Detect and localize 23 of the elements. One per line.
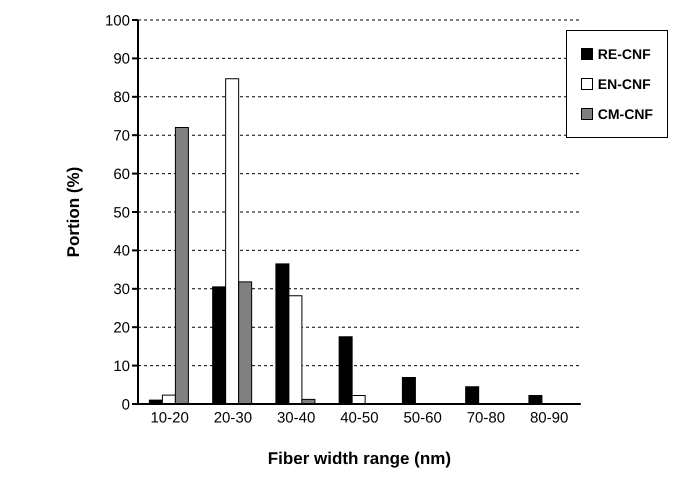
x-tick-label: 70-80 (466, 410, 506, 427)
x-tick-label: 30-40 (276, 410, 316, 427)
y-tick-label: 20 (113, 320, 130, 337)
y-tick-label: 30 (113, 281, 130, 298)
x-tick-label: 50-60 (403, 410, 442, 427)
legend-label: RE-CNF (598, 45, 651, 64)
y-tick-label: 40 (113, 242, 130, 260)
y-tick-label: 80 (113, 89, 130, 106)
x-tick-label: 80-90 (530, 410, 568, 427)
y-axis-title: Portion (%) (64, 166, 84, 258)
y-tick-label: 0 (122, 396, 130, 414)
x-tick-label: 40-50 (340, 410, 379, 427)
y-tick-label: 100 (104, 12, 130, 30)
y-tick-label: 50 (113, 204, 130, 222)
legend-label: EN-CNF (598, 75, 651, 94)
x-tick-label: 20-30 (214, 410, 252, 427)
y-tick-label: 60 (113, 166, 130, 183)
y-tick-label: 10 (113, 358, 130, 375)
x-tick-label: 10-20 (150, 410, 189, 427)
x-axis-title: Fiber width range (nm) (268, 449, 452, 468)
legend-label: CM-CNF (598, 105, 653, 124)
y-tick-label: 90 (113, 50, 130, 68)
y-tick-label: 70 (113, 128, 130, 145)
